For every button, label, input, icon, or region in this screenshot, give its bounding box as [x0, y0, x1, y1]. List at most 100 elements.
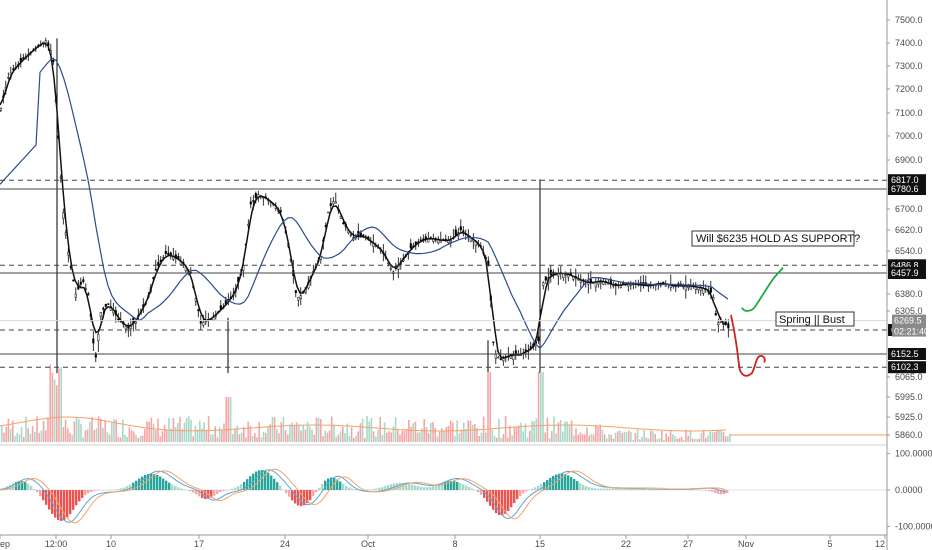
volume-bar [643, 429, 645, 442]
level-tag-label: 6102.3 [891, 362, 919, 372]
volume-bar [163, 424, 166, 442]
histogram-bar [429, 486, 432, 490]
histogram-bar [453, 481, 456, 490]
volume-bar [630, 432, 632, 442]
histogram-bar [198, 490, 201, 497]
red-projection-line[interactable] [730, 314, 766, 377]
volume-bar [302, 425, 304, 442]
green-projection-line[interactable] [741, 267, 784, 312]
histogram-bar [57, 490, 60, 520]
candle-body [74, 293, 77, 298]
volume-bar [38, 432, 40, 442]
volume-bar [711, 432, 714, 442]
volume-bar [509, 425, 511, 442]
candle-body [107, 303, 110, 305]
volume-bar [348, 436, 351, 442]
y-tick-label: 7400.0 [895, 38, 923, 48]
volume-bar [548, 438, 551, 442]
histogram-bar [486, 490, 489, 502]
volume-bar [344, 433, 346, 442]
histogram-bar [717, 490, 720, 494]
histogram-bar [432, 486, 435, 490]
volume-bar [500, 437, 502, 442]
level-tag [888, 267, 926, 279]
volume-bar [658, 438, 661, 442]
volume-bar [60, 367, 62, 442]
horizontal-levels[interactable]: 6817.06780.66486.86457.96235.16152.56102… [0, 174, 929, 374]
histogram-bar [387, 485, 390, 490]
volume-bar [590, 434, 593, 442]
last-price-tag[interactable] [892, 314, 926, 337]
volume-bar [14, 436, 16, 442]
volume-bar [586, 427, 588, 442]
volume-bar [304, 429, 307, 442]
volume-bar [445, 427, 447, 442]
histogram-bar [12, 483, 15, 490]
histogram-bar [273, 478, 276, 490]
volume-bar [584, 434, 586, 442]
y-tick-label: 7000.0 [895, 131, 923, 141]
histogram-bar [585, 486, 588, 490]
histogram-bar [456, 481, 459, 490]
volume-bar [636, 429, 639, 442]
spring-bust-box[interactable] [775, 311, 855, 327]
histogram-bar [141, 476, 144, 490]
histogram-bar [354, 489, 357, 490]
volume-bar [416, 432, 419, 442]
histogram-bar [384, 486, 387, 490]
candle-body [334, 201, 337, 204]
volume-bar [78, 419, 80, 442]
price-axis[interactable]: 7500.0 7400.0 7300.0 7200.0 7100.0 7000.0 6900… [886, 0, 923, 550]
histogram-bar [180, 488, 183, 490]
volume-bar [612, 438, 615, 442]
candle-body [79, 281, 82, 285]
candle-body [389, 267, 392, 270]
level-tag [888, 361, 926, 374]
histogram-bar [621, 487, 624, 490]
volume-bar [287, 434, 289, 442]
candle-body [197, 309, 200, 312]
volume-bar [467, 420, 469, 442]
volume-bar [298, 424, 300, 442]
candle-body [499, 358, 502, 361]
volume-bar [251, 435, 254, 442]
histogram-bar [168, 482, 171, 490]
x-tick-label: 17 [194, 539, 204, 549]
candle-body [497, 356, 500, 359]
histogram-bar [618, 487, 621, 490]
time-axis[interactable]: ep 12:00 10 17 24 Oct 8 15 22 27 Nov 5 12 [0, 534, 887, 549]
volume-bar [117, 437, 120, 442]
volume-bar [469, 420, 472, 442]
volume-bar [106, 432, 109, 442]
volume-bar [196, 429, 199, 442]
volume-bar [577, 434, 579, 442]
histogram-bar [306, 490, 309, 504]
histogram-bar [231, 488, 234, 490]
candle-body [19, 57, 22, 62]
volume-bar [702, 429, 705, 442]
histogram-bar [552, 476, 555, 490]
candle-body [454, 229, 457, 236]
volume-bar [104, 420, 106, 442]
histogram-bar [699, 489, 702, 491]
candle-body [492, 341, 495, 344]
volume-bar [592, 434, 595, 442]
volume-bar [529, 430, 531, 442]
histogram-bar [36, 490, 39, 493]
volume-bar [232, 434, 234, 442]
volume-bar [537, 372, 540, 442]
x-tick-label: Oct [361, 539, 376, 549]
annotations[interactable]: Will $6235 HOLD AS SUPPORT? Spring || Bus… [691, 230, 860, 377]
histogram-bar [480, 490, 483, 495]
volume-bar [621, 432, 623, 442]
volume-bar [625, 432, 628, 442]
support-question-box[interactable] [691, 230, 855, 247]
histogram-bar [108, 489, 111, 491]
volume-bar [315, 417, 318, 442]
volume-bar [419, 432, 421, 442]
volume-bar [357, 431, 359, 442]
volume-bar [205, 429, 208, 442]
volume-bar [291, 422, 293, 442]
volume-bar [513, 427, 516, 442]
